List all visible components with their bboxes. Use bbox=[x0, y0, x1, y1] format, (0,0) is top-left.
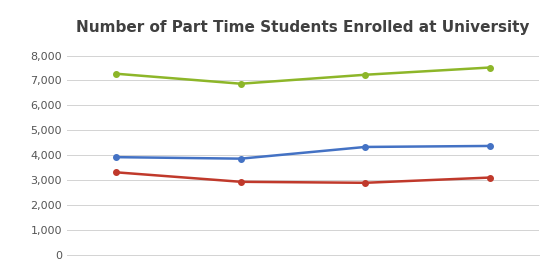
Title: Number of Part Time Students Enrolled at University: Number of Part Time Students Enrolled at… bbox=[76, 20, 530, 35]
